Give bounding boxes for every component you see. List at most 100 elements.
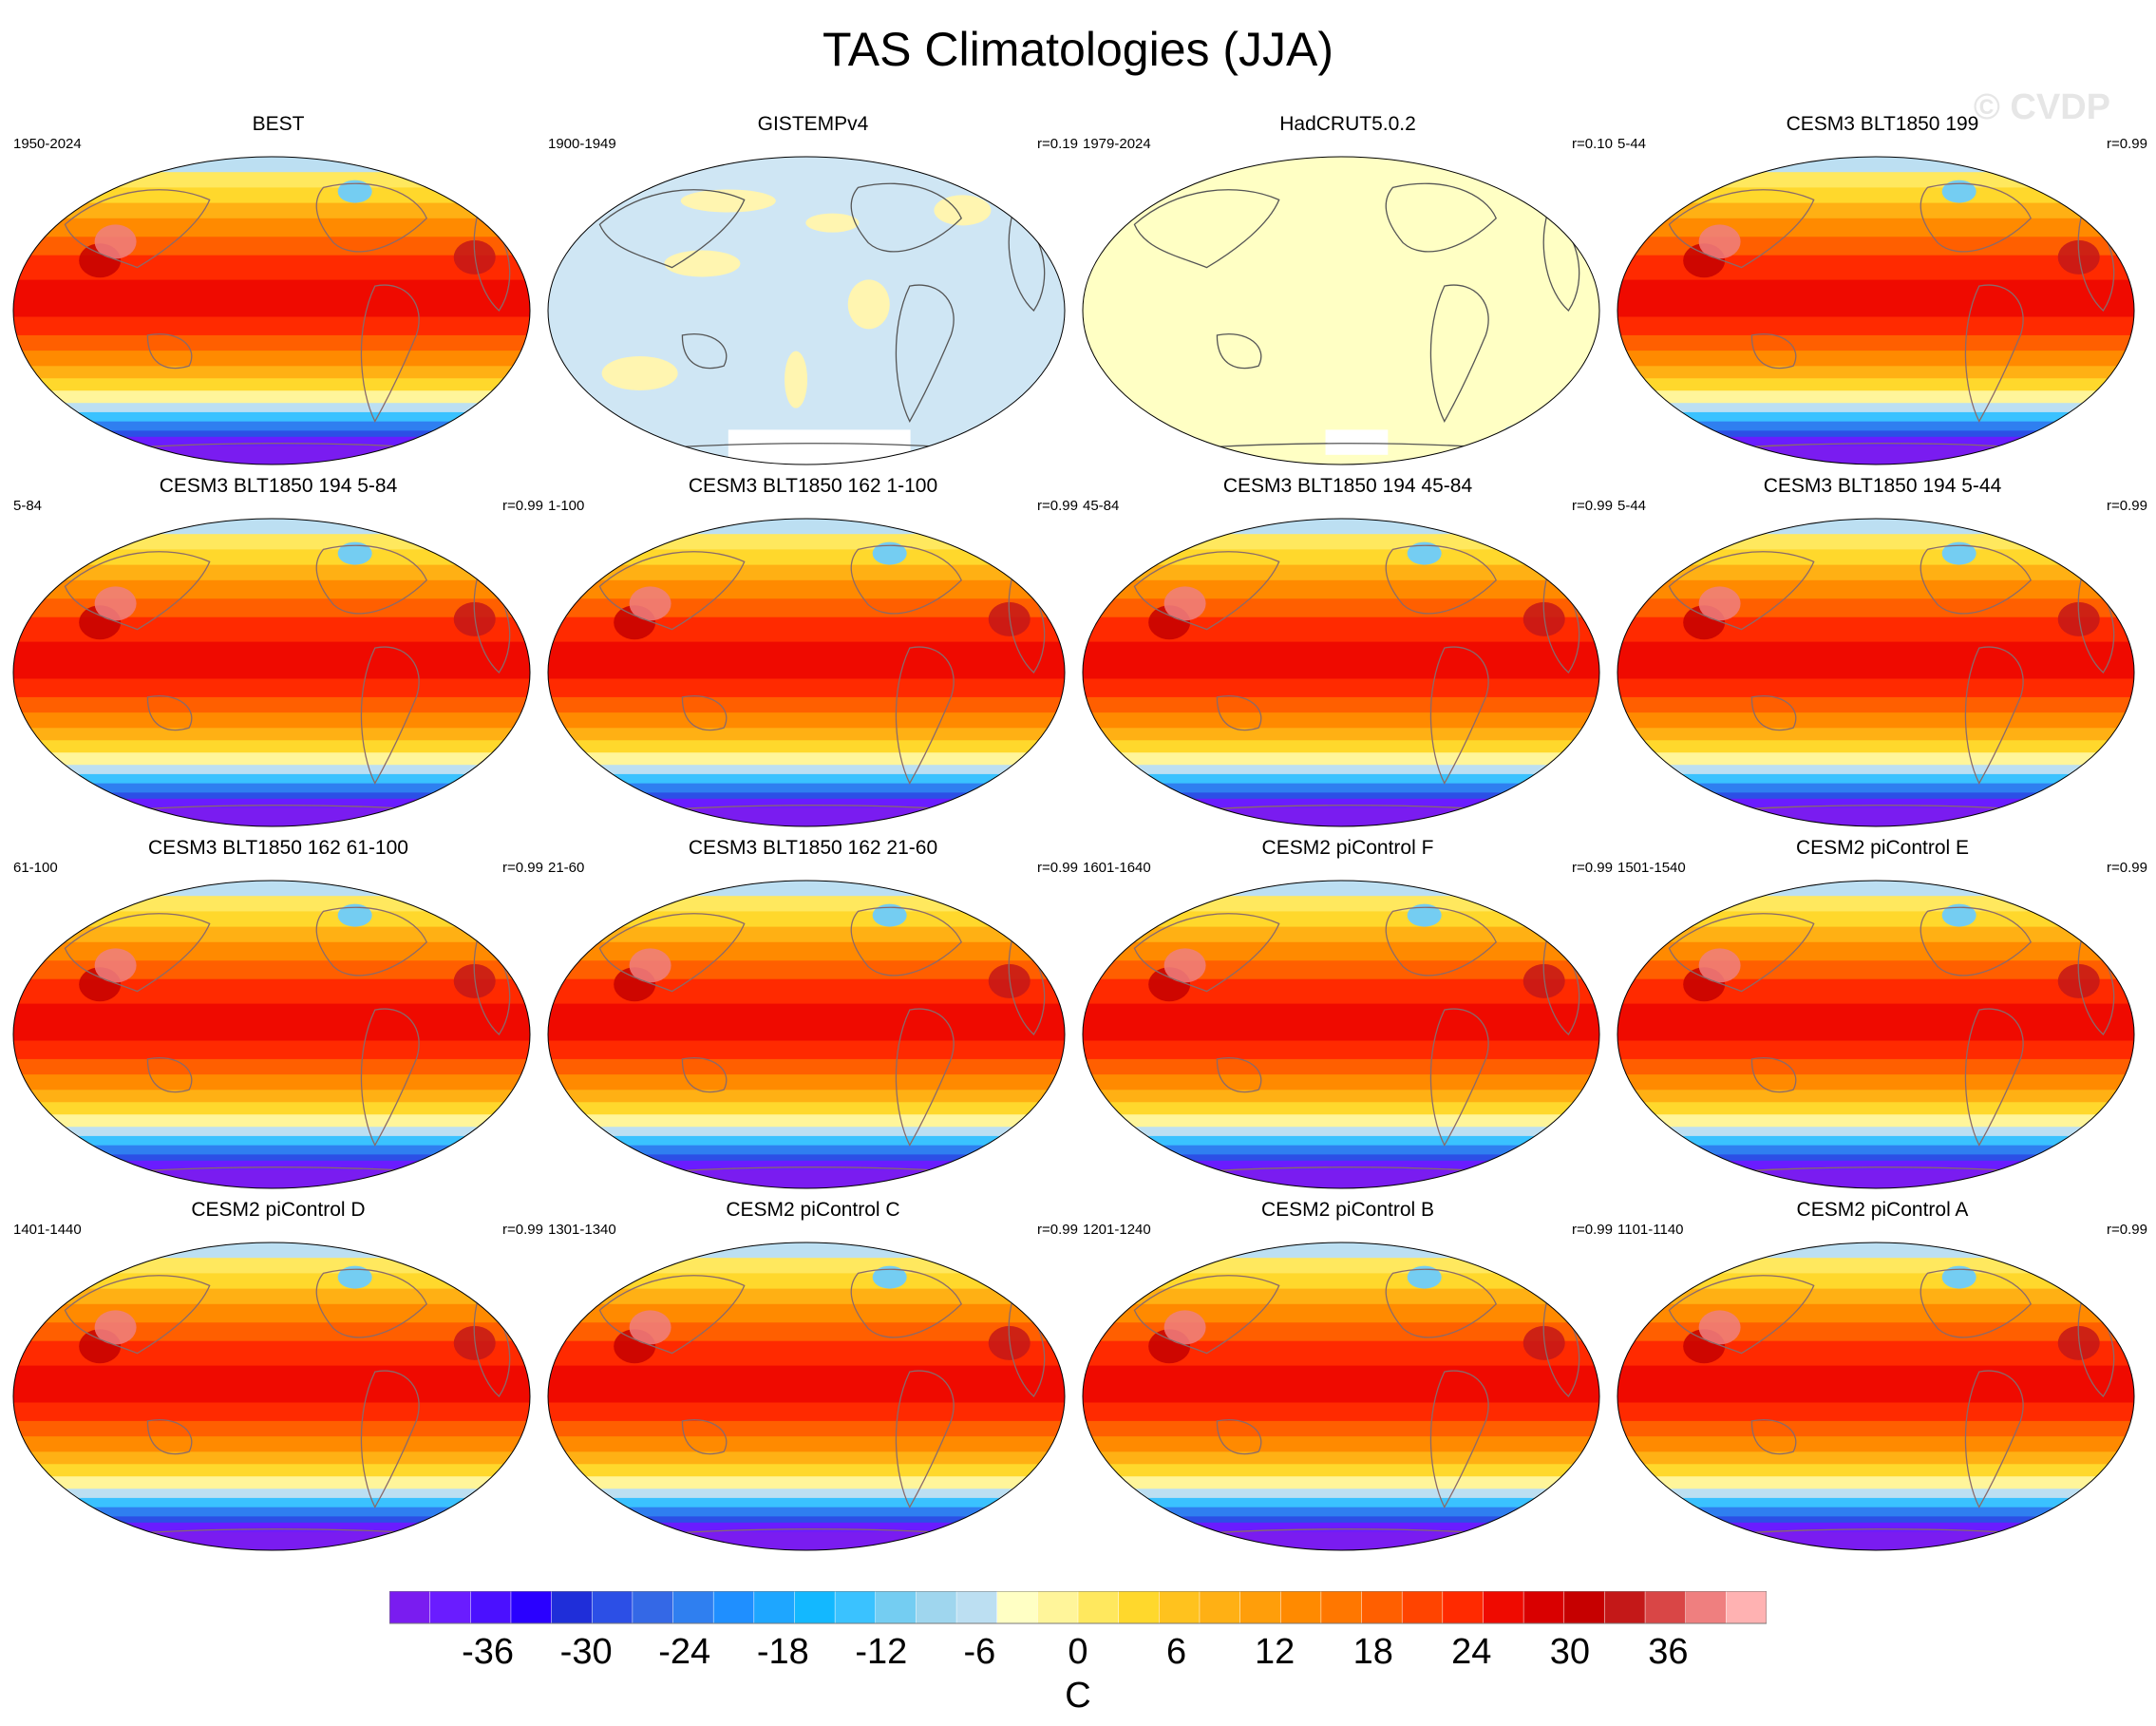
panel-title: CESM2 piControl D [191, 1199, 366, 1221]
temperature-band [1617, 366, 2134, 380]
colorbar-tick-label: -36 [462, 1632, 514, 1672]
coastline [315, 544, 427, 615]
coastline [1750, 695, 1797, 731]
temperature-band [13, 1258, 530, 1275]
temperature-band [548, 1135, 1065, 1147]
coastline [1133, 189, 1280, 269]
temperature-band [13, 279, 530, 318]
temperature-band [13, 1522, 530, 1533]
temperature-band [13, 366, 530, 380]
panel-period: 5-44 [1617, 136, 1647, 152]
temperature-band [13, 378, 530, 392]
temperature-band [1083, 728, 1599, 742]
panel-correlation: r=0.99 [2107, 1222, 2147, 1238]
temperature-band [1617, 172, 2134, 189]
panel-period: 1401-1440 [13, 1222, 82, 1238]
temperature-band [548, 752, 1065, 767]
temperature-band [1617, 237, 2134, 256]
temperature-band [1617, 1160, 2134, 1171]
temperature-band [13, 678, 530, 698]
temperature-band [13, 960, 530, 980]
temperature-band [1083, 926, 1599, 943]
colorbar-tick-label: -18 [757, 1632, 809, 1672]
temperature-band [548, 798, 1065, 809]
coastline [1750, 333, 1797, 370]
anomaly-patch [934, 195, 992, 226]
greenland-cold-patch [1407, 1265, 1442, 1289]
temperature-band [1617, 1242, 2134, 1260]
temperature-band [1083, 1436, 1599, 1453]
colorbar: -36 -30 -24 -18 -12 -6 0 6 12 18 24 30 36 C [389, 1591, 1767, 1715]
coastline [1385, 1268, 1497, 1338]
temperature-band [1617, 421, 2134, 432]
coastline [681, 333, 728, 370]
temperature-band [1617, 641, 2134, 680]
temperature-band [548, 1436, 1065, 1453]
colorbar-swatch [1604, 1591, 1646, 1624]
coastline [1964, 1370, 2024, 1508]
coastline [1750, 1057, 1797, 1093]
temperature-band [1083, 549, 1599, 566]
colorbar-swatch [1037, 1591, 1079, 1624]
globe-map [12, 518, 531, 827]
coastline [1920, 1268, 2032, 1338]
hot-spot [94, 948, 137, 983]
colorbar-swatch [1401, 1591, 1444, 1624]
panel-title: CESM2 piControl C [726, 1199, 900, 1221]
temperature-band [13, 534, 530, 551]
temperature-band [548, 549, 1065, 566]
temperature-band [1617, 1090, 2134, 1104]
temperature-band [13, 1436, 530, 1453]
temperature-band [1083, 1040, 1599, 1060]
colorbar-swatch [1279, 1591, 1322, 1624]
temperature-band [1617, 1040, 2134, 1060]
temperature-band [1083, 1420, 1599, 1438]
temperature-band [1617, 765, 2134, 775]
panel-correlation: r=0.99 [502, 1222, 543, 1238]
temperature-band [548, 881, 1065, 898]
anomaly-patch [805, 213, 860, 233]
cvdp-watermark: © CVDP [1973, 87, 2110, 127]
temperature-band [1617, 752, 2134, 767]
figure-title: TAS Climatologies (JJA) [822, 23, 1334, 76]
map-panel: CESM2 piControl E 1501-1540 r=0.99 [1616, 836, 2149, 1197]
colorbar-tick-label: 12 [1255, 1632, 1295, 1672]
temperature-band [548, 564, 1065, 581]
colorbar-swatch [551, 1591, 593, 1624]
coastline [1920, 544, 2032, 615]
panel-correlation: r=0.99 [1572, 1222, 1613, 1238]
temperature-band [1083, 1135, 1599, 1147]
temperature-band [13, 436, 530, 447]
temperature-band [13, 728, 530, 742]
hot-spot [1698, 1310, 1741, 1345]
panel-correlation: r=0.99 [1037, 1222, 1078, 1238]
panel-period: 45-84 [1083, 498, 1120, 514]
temperature-band [548, 534, 1065, 551]
panel-correlation: r=0.99 [1572, 860, 1613, 876]
temperature-band [548, 911, 1065, 928]
map-panel: CESM3 BLT1850 194 5-44 5-44 r=0.99 [1616, 474, 2149, 835]
temperature-band [1083, 1114, 1599, 1129]
colorbar-unit-label: C [1065, 1676, 1090, 1715]
temperature-band [1617, 1145, 2134, 1156]
temperature-band [13, 403, 530, 413]
panel-title: CESM3 BLT1850 162 1-100 [688, 475, 938, 497]
temperature-band [1617, 378, 2134, 392]
temperature-band [13, 1303, 530, 1324]
temperature-band [13, 519, 530, 536]
coastline [681, 1419, 728, 1455]
panel-title: CESM3 BLT1850 194 5-84 [159, 475, 398, 497]
panel-correlation: r=0.99 [1037, 498, 1078, 514]
temperature-band [13, 765, 530, 775]
map-panel: CESM2 piControl F 1601-1640 r=0.99 [1081, 836, 1615, 1197]
temperature-band [13, 579, 530, 600]
temperature-band [13, 1058, 530, 1076]
temperature-band [1617, 549, 2134, 566]
hot-spot [94, 224, 137, 259]
temperature-band [13, 549, 530, 566]
colorbar-tick-label: 30 [1550, 1632, 1590, 1672]
colorbar-swatch [1685, 1591, 1728, 1624]
temperature-band [1083, 1169, 1599, 1188]
colorbar-tick-label: -6 [964, 1632, 996, 1672]
temperature-band [1083, 960, 1599, 980]
